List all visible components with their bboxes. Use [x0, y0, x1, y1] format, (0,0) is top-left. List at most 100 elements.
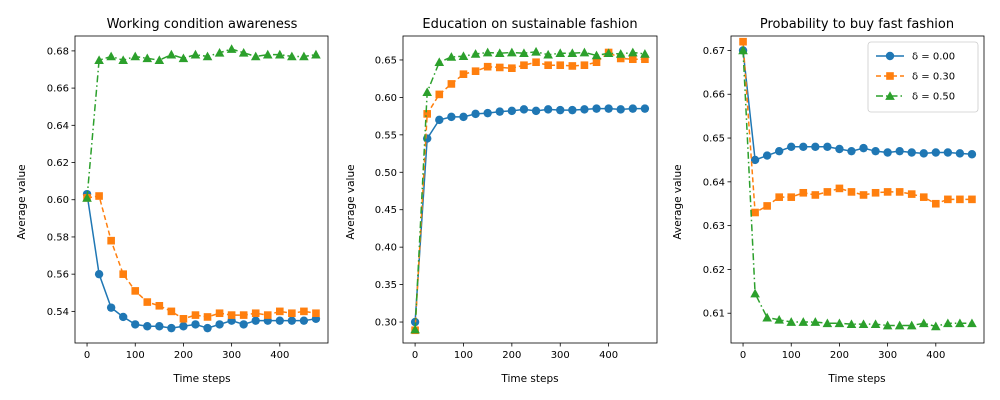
data-point	[143, 322, 152, 331]
data-point	[495, 63, 504, 72]
x-axis-label: Time steps	[827, 373, 885, 385]
data-point	[251, 309, 260, 318]
data-point	[787, 193, 796, 201]
data-point	[191, 320, 200, 329]
legend-marker	[886, 72, 894, 80]
data-point	[931, 321, 941, 331]
data-point	[203, 313, 212, 321]
data-point	[543, 49, 553, 59]
y-tick-label: 0.60	[47, 195, 69, 206]
data-point	[859, 143, 868, 153]
x-axis-label: Time steps	[172, 373, 230, 385]
data-point	[640, 49, 650, 58]
chart-panel-education: Education on sustainable fashion Time st…	[345, 17, 658, 385]
data-point	[944, 195, 952, 204]
data-point	[750, 288, 760, 298]
data-point	[918, 318, 929, 328]
x-tick-label: 100	[454, 350, 473, 361]
series-0	[82, 189, 321, 333]
data-point	[811, 191, 820, 199]
data-point	[967, 318, 977, 328]
chart-title: Education on sustainable fashion	[422, 17, 637, 32]
data-point	[823, 142, 832, 152]
y-tick-label: 0.65	[703, 134, 725, 145]
y-tick-label: 0.62	[703, 265, 725, 276]
data-point	[956, 195, 964, 204]
axes-frame	[730, 35, 985, 344]
data-point	[907, 190, 916, 198]
data-point	[629, 55, 637, 64]
data-point	[919, 193, 928, 201]
y-tick-label: 0.62	[47, 158, 69, 169]
data-point	[822, 318, 833, 328]
y-tick-label: 0.35	[375, 280, 397, 291]
data-point	[568, 62, 577, 70]
data-point	[471, 67, 480, 75]
data-point	[300, 307, 308, 316]
series-1	[739, 37, 976, 217]
data-point	[591, 50, 602, 60]
series-2	[410, 46, 650, 334]
data-point	[519, 105, 529, 114]
y-tick-label: 0.56	[47, 270, 69, 281]
data-point	[799, 188, 808, 197]
chart-panel-working-condition: Working condition awareness Time steps A…	[16, 17, 329, 385]
chart-title: Probability to buy fast fashion	[760, 17, 954, 32]
data-point	[751, 208, 759, 217]
data-point	[641, 55, 649, 64]
plot-area	[738, 37, 977, 331]
data-point	[640, 104, 650, 113]
data-point	[167, 323, 176, 333]
data-point	[967, 150, 977, 159]
x-tick-label: 0	[412, 350, 418, 361]
data-point	[616, 105, 625, 114]
x-tick-label: 0	[84, 350, 90, 361]
data-point	[739, 37, 747, 46]
data-point	[179, 322, 188, 331]
data-point	[471, 109, 480, 119]
data-point	[251, 316, 260, 325]
data-point	[931, 148, 941, 157]
data-point	[155, 301, 164, 310]
data-point	[239, 320, 248, 329]
data-point	[859, 191, 868, 199]
data-point	[906, 320, 917, 330]
data-point	[603, 48, 614, 58]
legend-marker	[885, 91, 895, 100]
x-tick-label: 200	[830, 350, 849, 361]
data-point	[215, 309, 224, 318]
data-point	[580, 105, 589, 114]
series-2	[738, 45, 977, 331]
data-point	[579, 47, 590, 57]
data-point	[955, 149, 965, 158]
y-tick-label: 0.64	[703, 177, 725, 188]
data-point	[106, 303, 116, 312]
data-point	[858, 319, 869, 329]
x-axis-label: Time steps	[500, 373, 558, 385]
data-point	[179, 315, 188, 323]
data-point	[495, 107, 504, 116]
data-point	[763, 202, 771, 210]
x-tick-label: 300	[222, 350, 241, 361]
data-point	[799, 142, 808, 152]
data-point	[871, 146, 880, 156]
data-point	[470, 49, 481, 58]
data-point	[847, 188, 856, 196]
data-point	[95, 192, 103, 200]
y-axis-label: Average value	[345, 164, 357, 239]
data-point	[955, 318, 965, 328]
y-tick-label: 0.66	[703, 90, 725, 101]
data-point	[178, 53, 189, 63]
data-point	[435, 90, 444, 99]
series-0	[410, 104, 650, 327]
data-point	[494, 48, 505, 58]
y-axis-label: Average value	[16, 164, 28, 239]
data-point	[155, 322, 164, 331]
data-point	[94, 55, 104, 65]
x-tick-label: 200	[174, 350, 193, 361]
data-point	[434, 57, 445, 67]
data-point	[299, 316, 309, 325]
x-tick-label: 300	[551, 350, 570, 361]
data-point	[508, 64, 516, 72]
y-tick-label: 0.68	[47, 46, 69, 57]
